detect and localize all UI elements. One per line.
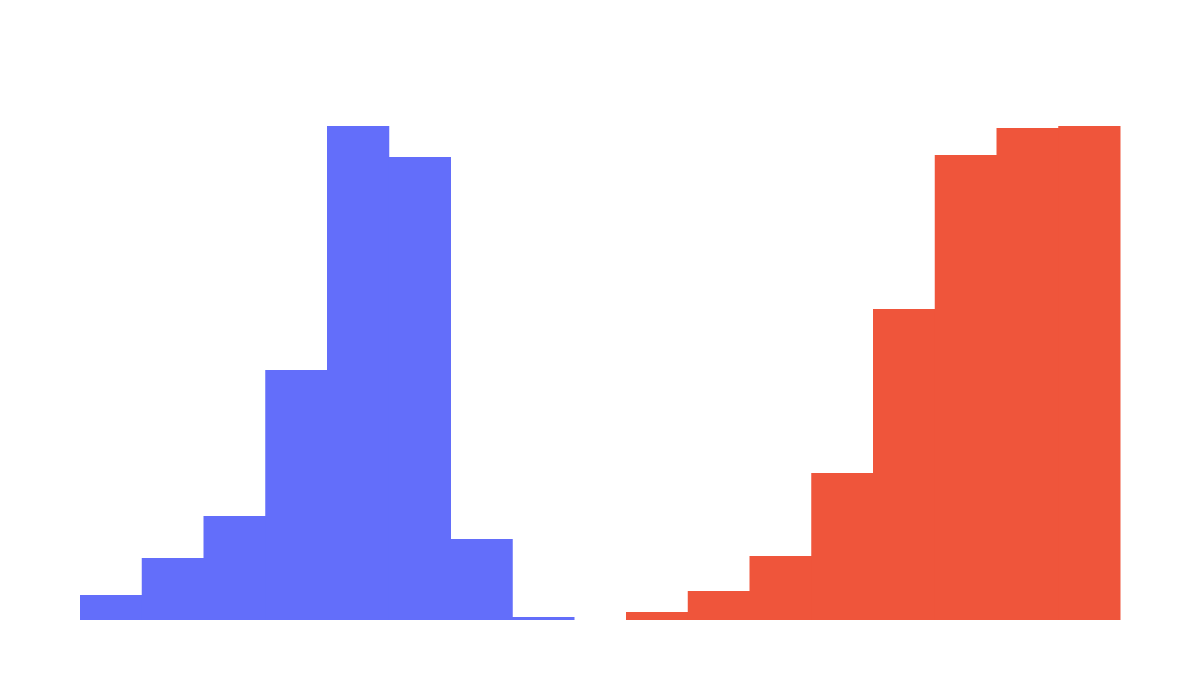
histogram-bar-0-1: [141, 558, 204, 620]
histogram-bar-0-5: [388, 157, 451, 620]
histogram-bar-1-3: [811, 473, 874, 620]
histogram-panel-left: [80, 126, 575, 620]
histogram-bar-0-7: [512, 617, 575, 620]
histogram-panel-right: [626, 126, 1121, 620]
histogram-bar-0-2: [203, 516, 266, 620]
histogram-bar-0-3: [265, 370, 328, 620]
histogram-bar-1-7: [1058, 126, 1121, 620]
histogram-bar-1-2: [749, 556, 812, 620]
histogram-bar-1-6: [996, 128, 1059, 620]
histogram-bar-1-0: [626, 612, 689, 620]
histogram-bar-1-5: [934, 155, 997, 620]
histogram-bar-0-0: [80, 595, 143, 620]
histogram-bar-1-1: [687, 591, 750, 620]
histogram-bar-0-4: [327, 126, 390, 620]
histogram-bar-1-4: [873, 309, 936, 620]
histogram-bar-0-6: [450, 539, 513, 620]
